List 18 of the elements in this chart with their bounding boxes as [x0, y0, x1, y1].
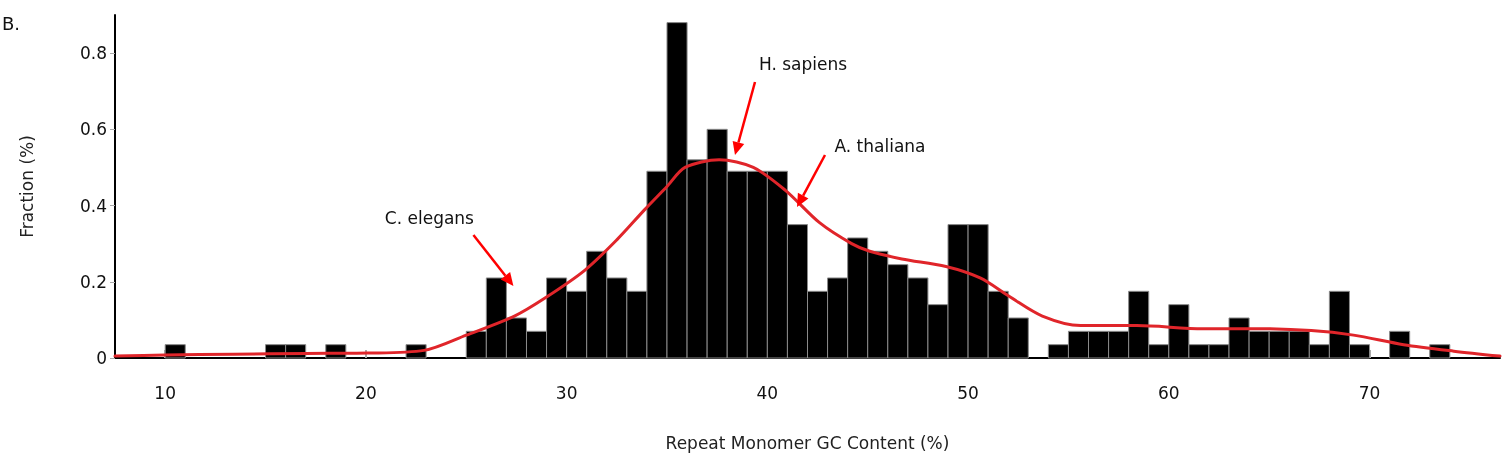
annotation: H. sapiens: [758, 54, 848, 74]
y-axis-title: Fraction (%): [16, 135, 37, 238]
annotation: A. thaliana: [834, 136, 926, 156]
x-tick-label: 10: [154, 382, 176, 403]
x-tick-label: 50: [957, 382, 979, 403]
x-tick-label: 70: [1358, 382, 1381, 403]
text: B.: [2, 13, 21, 34]
annotation: C. elegans: [384, 207, 475, 228]
y-tick-label: 0: [96, 348, 107, 368]
x-tick-label: 30: [555, 382, 578, 403]
y-tick-label: 0.8: [79, 43, 107, 64]
x-axis-title: Repeat Monomer GC Content (%): [665, 432, 950, 453]
x-tick-label: 60: [1157, 382, 1180, 403]
x-tick-label: 40: [756, 382, 779, 403]
y-tick-label: 0.6: [79, 119, 107, 140]
y-tick-label: 0.4: [79, 195, 107, 216]
y-tick-label: 0.2: [79, 271, 107, 292]
x-tick-label: 20: [355, 382, 377, 403]
